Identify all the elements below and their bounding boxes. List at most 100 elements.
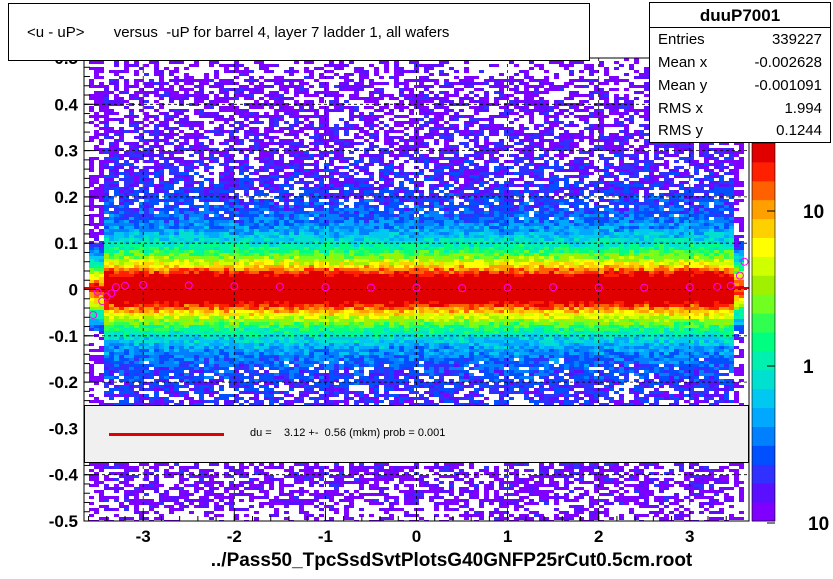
heatmap-cell [149, 151, 154, 154]
heatmap-cell [94, 235, 99, 238]
heatmap-cell [149, 352, 154, 355]
heatmap-cell [154, 190, 159, 193]
heatmap-cell [249, 280, 254, 283]
heatmap-cell [264, 277, 269, 280]
heatmap-cell [264, 295, 269, 298]
heatmap-cell [194, 361, 199, 364]
heatmap-cell [209, 358, 214, 361]
heatmap-cell [294, 385, 299, 388]
heatmap-cell [214, 292, 219, 295]
heatmap-cell [164, 364, 169, 367]
heatmap-cell [294, 259, 299, 262]
heatmap-cell [229, 280, 234, 283]
heatmap-cell [194, 499, 199, 502]
heatmap-cell [179, 241, 184, 244]
heatmap-cell [119, 271, 124, 274]
heatmap-cell [159, 190, 164, 193]
heatmap-cell [289, 466, 294, 469]
heatmap-cell [274, 313, 279, 316]
heatmap-cell [274, 178, 279, 181]
heatmap-cell [159, 232, 164, 235]
heatmap-cell [294, 343, 299, 346]
heatmap-cell [194, 295, 199, 298]
heatmap-cell [304, 187, 309, 190]
heatmap-cell [199, 223, 204, 226]
heatmap-cell [239, 247, 244, 250]
heatmap-cell [194, 79, 199, 82]
heatmap-cell [284, 517, 289, 520]
heatmap-cell [234, 304, 239, 307]
heatmap-cell [94, 511, 99, 514]
heatmap-cell [199, 280, 204, 283]
heatmap-cell [229, 130, 234, 133]
heatmap-cell [119, 139, 124, 142]
heatmap-cell [104, 487, 109, 490]
heatmap-cell [129, 199, 134, 202]
heatmap-cell [139, 190, 144, 193]
heatmap-cell [274, 466, 279, 469]
heatmap-cell [274, 259, 279, 262]
heatmap-cell [134, 508, 139, 511]
heatmap-cell [139, 187, 144, 190]
heatmap-cell [284, 217, 289, 220]
heatmap-cell [109, 142, 114, 145]
heatmap-cell [224, 163, 229, 166]
heatmap-cell [174, 346, 179, 349]
heatmap-cell [114, 241, 119, 244]
heatmap-cell [199, 334, 204, 337]
heatmap-cell [119, 289, 124, 292]
heatmap-cell [139, 175, 144, 178]
heatmap-cell [284, 328, 289, 331]
heatmap-cell [134, 253, 139, 256]
heatmap-cell [139, 250, 144, 253]
heatmap-cell [109, 310, 114, 313]
heatmap-cell [119, 388, 124, 391]
heatmap-cell [174, 157, 179, 160]
heatmap-cell [254, 115, 259, 118]
heatmap-cell [194, 109, 199, 112]
heatmap-cell [154, 259, 159, 262]
heatmap-cell [99, 133, 104, 136]
heatmap-cell [179, 478, 184, 481]
heatmap-cell [209, 205, 214, 208]
heatmap-cell [289, 160, 294, 163]
heatmap-cell [189, 472, 194, 475]
heatmap-cell [184, 352, 189, 355]
heatmap-cell [229, 487, 234, 490]
heatmap-cell [104, 205, 109, 208]
heatmap-cell [164, 385, 169, 388]
heatmap-cell [224, 400, 229, 403]
heatmap-cell [104, 175, 109, 178]
heatmap-cell [174, 325, 179, 328]
heatmap-cell [129, 259, 134, 262]
heatmap-cell [149, 193, 154, 196]
heatmap-cell [139, 295, 144, 298]
heatmap-cell [154, 142, 159, 145]
heatmap-cell [124, 196, 129, 199]
heatmap-cell [194, 274, 199, 277]
heatmap-cell [279, 160, 284, 163]
heatmap-cell [294, 232, 299, 235]
heatmap-cell [89, 364, 94, 367]
heatmap-cell [164, 490, 169, 493]
heatmap-cell [269, 190, 274, 193]
heatmap-cell [129, 484, 134, 487]
heatmap-cell [274, 118, 279, 121]
heatmap-cell [199, 229, 204, 232]
heatmap-cell [94, 247, 99, 250]
heatmap-cell [219, 394, 224, 397]
heatmap-cell [154, 295, 159, 298]
heatmap-cell [134, 217, 139, 220]
heatmap-cell [209, 301, 214, 304]
heatmap-cell [129, 466, 134, 469]
heatmap-cell [289, 499, 294, 502]
heatmap-cell [234, 241, 239, 244]
heatmap-cell [249, 238, 254, 241]
heatmap-cell [274, 256, 279, 259]
heatmap-cell [99, 160, 104, 163]
heatmap-cell [164, 157, 169, 160]
heatmap-cell [124, 271, 129, 274]
heatmap-cell [264, 136, 269, 139]
heatmap-cell [179, 319, 184, 322]
heatmap-cell [179, 265, 184, 268]
